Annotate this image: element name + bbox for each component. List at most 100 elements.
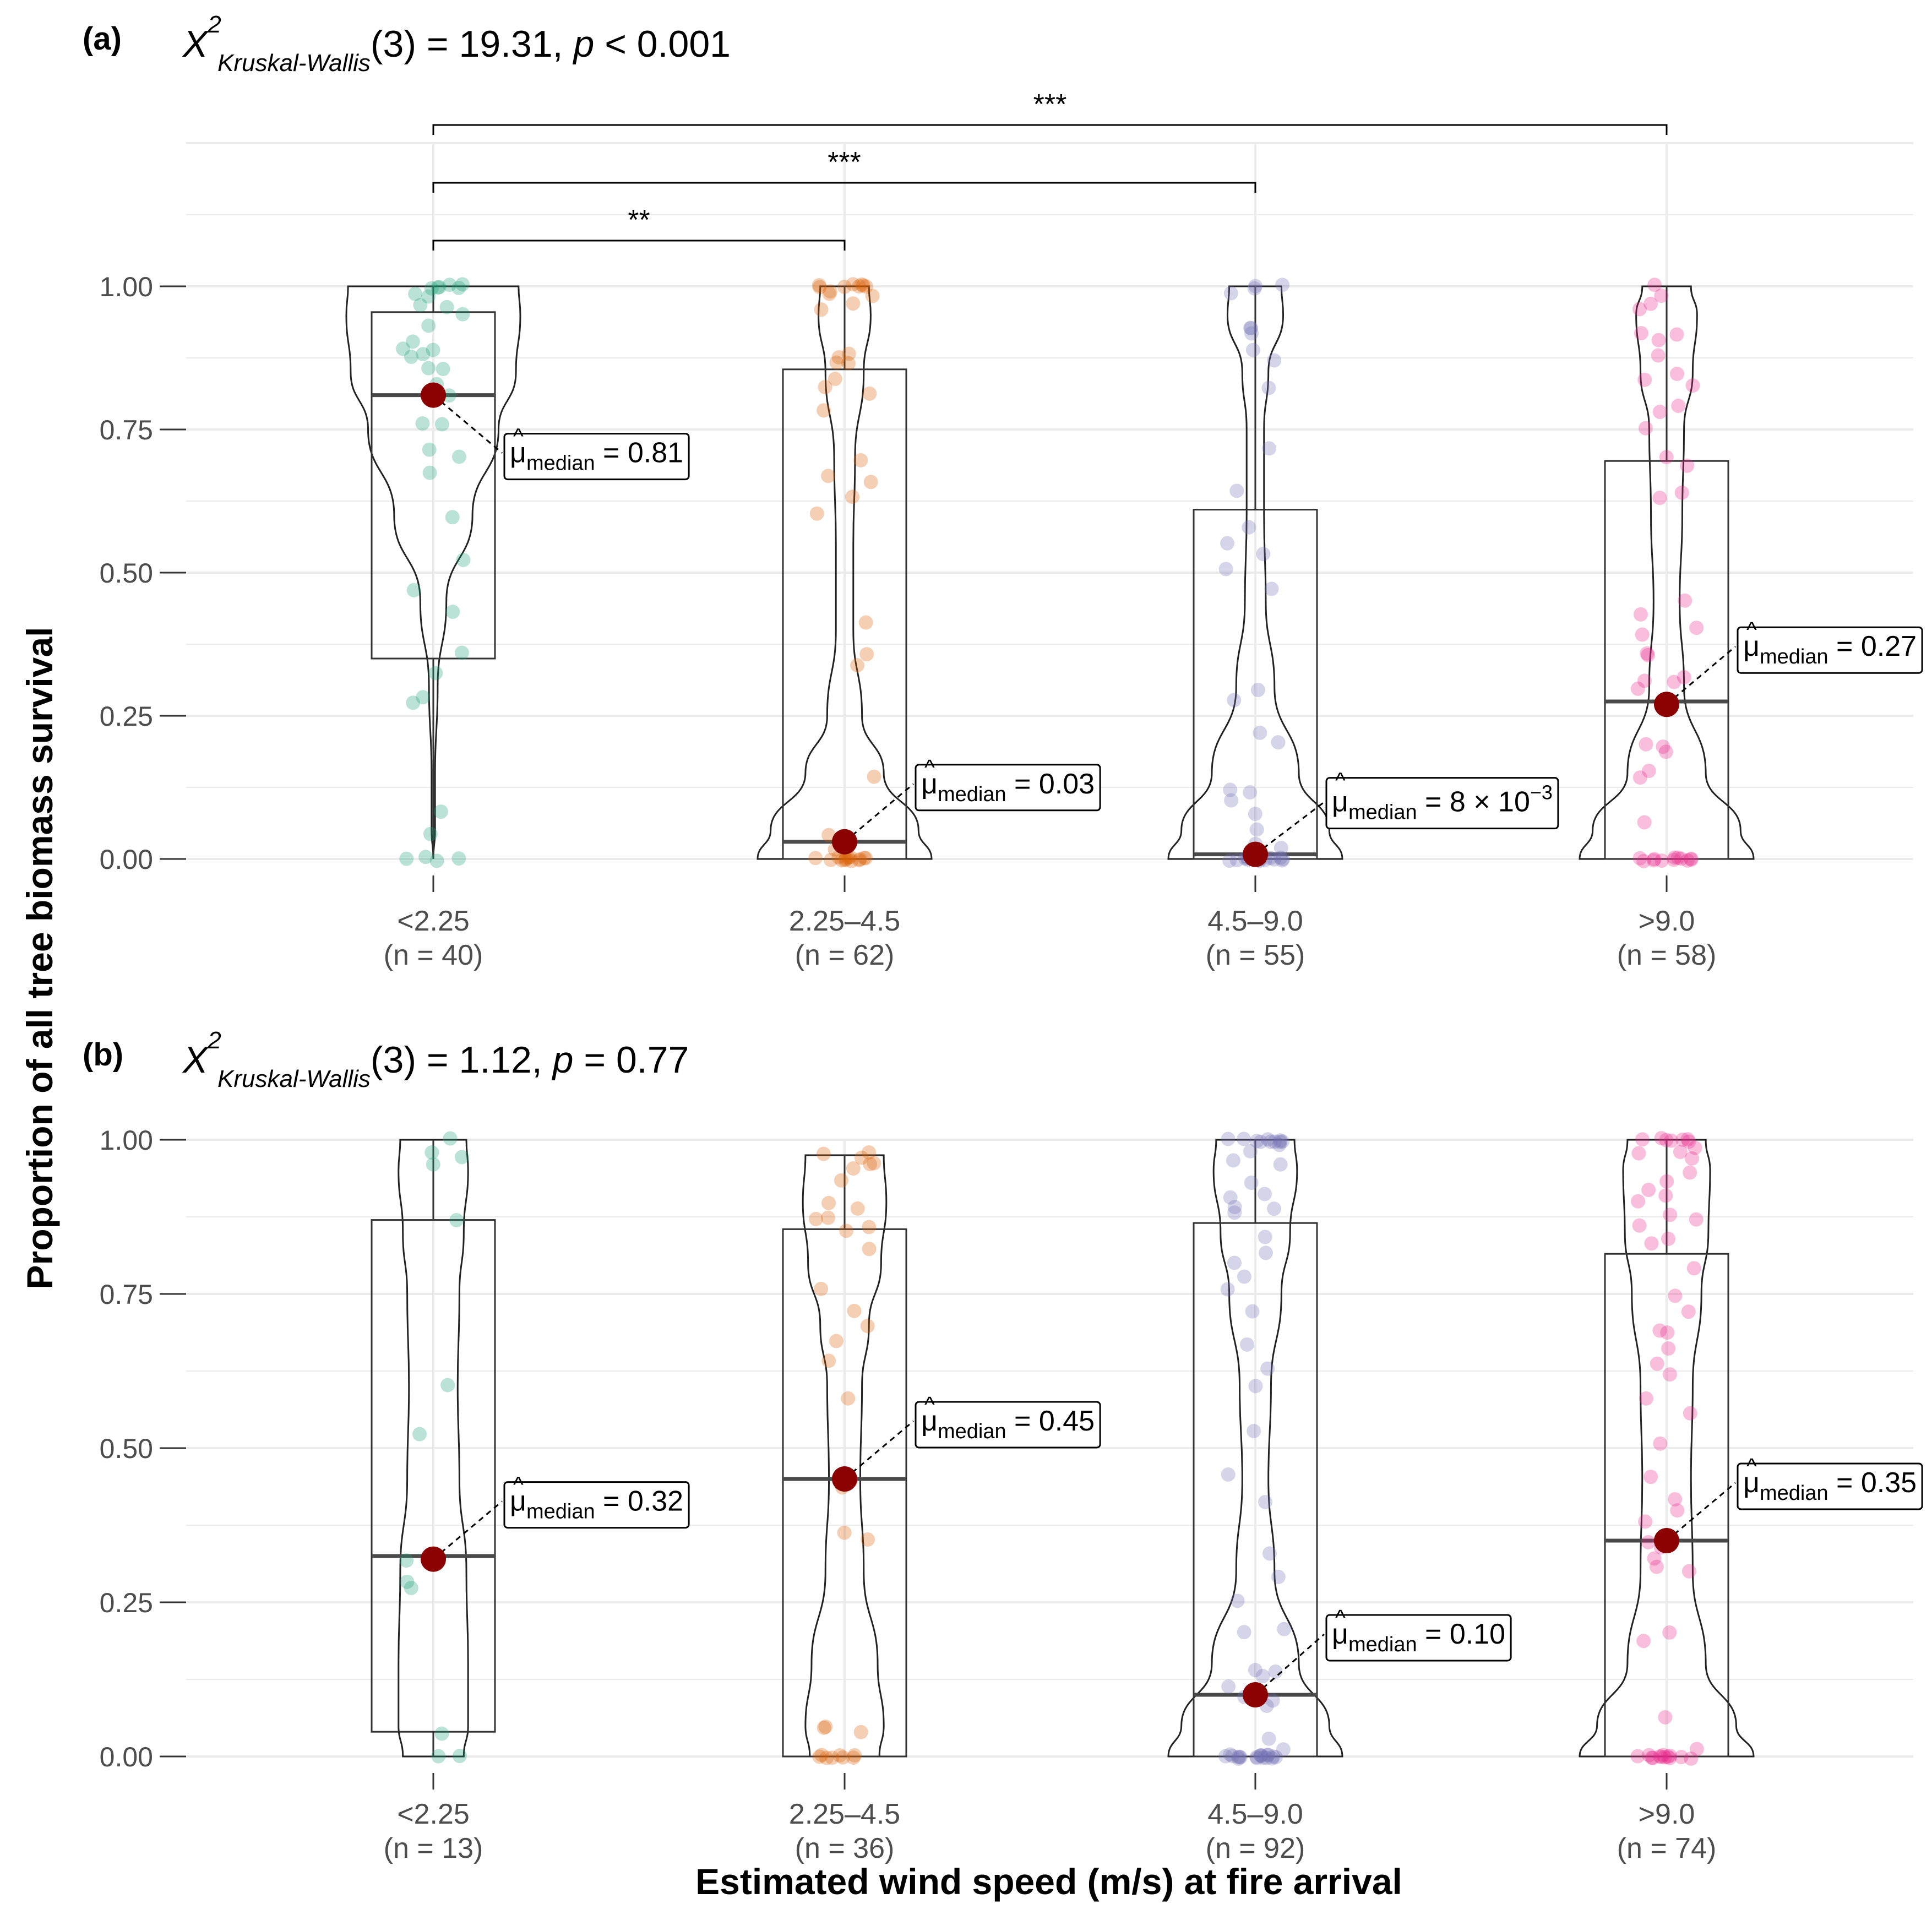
data-point [1248,1663,1262,1678]
y-tick-label: 0.25 [100,1587,153,1618]
data-point [814,1281,829,1296]
data-point [1636,1634,1651,1649]
data-point [821,469,836,483]
data-point [859,647,874,662]
data-point [820,1210,835,1225]
data-point [431,1749,446,1764]
y-tick-labels-a: 0.00 0.25 0.50 0.75 1.00 [100,271,186,875]
y-tick-label: 0.75 [100,415,153,445]
x-tick-label: <2.25 [397,905,470,937]
data-point [1277,1622,1292,1636]
kruskal-wallis-title-a: X2 Kruskal-Wallis(3) = 19.31, p < 0.001 [182,11,731,77]
data-point [1652,1323,1667,1338]
data-point [821,1353,836,1368]
test-sup-a: 2 [207,11,221,38]
data-point [847,1748,862,1763]
data-point [1248,279,1263,293]
data-point [1662,1750,1677,1765]
median-label: μmedian = 0.03 [921,768,1095,806]
data-point [1244,326,1259,341]
data-point [1249,1134,1264,1149]
x-tick-labels-a: <2.25(n = 40)2.25–4.5(n = 62)4.5–9.0(n =… [384,875,1716,971]
data-point [404,1581,418,1596]
median-label: μmedian = 0.10 [1332,1618,1505,1656]
data-point [428,666,443,681]
median-point [832,1466,857,1492]
data-point [1240,1337,1255,1352]
data-point [426,342,440,357]
data-point [1632,770,1647,785]
data-point [1230,1593,1245,1608]
y-tick-label: 1.00 [100,271,153,302]
violins-b [398,1139,1755,1758]
violin-outline [1167,1139,1343,1758]
data-point [1256,1750,1271,1765]
y-tick-label: 0.50 [100,558,153,589]
data-point [416,690,431,705]
median-leader-line [844,1420,914,1480]
data-point [839,852,853,867]
median-mu-symbol: μ [921,1405,938,1437]
data-point [408,286,423,301]
data-point [1645,1750,1659,1765]
data-point [841,356,856,371]
data-point [1243,320,1258,335]
data-point [1675,1132,1690,1147]
data-point [434,1726,449,1741]
median-label: μmedian = 0.45 [921,1405,1095,1443]
test-sub-a: Kruskal-Wallis [217,50,371,77]
data-point [1641,1535,1656,1549]
x-tick-n-label: (n = 36) [795,1832,895,1864]
median-label: μmedian = 8 × 10−3 [1332,781,1553,824]
data-point [1632,302,1647,317]
median-leader-line [1666,646,1736,705]
data-point [1220,1282,1235,1297]
box-iqr [1604,1253,1729,1758]
y-tick-label: 0.00 [100,1742,153,1772]
x-axis-title: Estimated wind speed (m/s) at fire arriv… [695,1861,1402,1902]
data-point [839,1223,854,1238]
data-point [1650,1356,1664,1371]
data-point [844,853,859,868]
data-point [1245,1304,1260,1319]
data-point [425,1145,439,1160]
data-point [1644,1236,1659,1251]
data-point [816,1146,831,1161]
data-point [1275,1134,1290,1149]
median-equals: = [1417,1618,1450,1650]
data-point [1229,483,1244,498]
data-point [819,1750,834,1765]
data-point [854,1150,869,1165]
data-point [1639,737,1653,752]
box-iqr [371,1219,496,1733]
data-point [1220,536,1235,551]
data-point [1640,646,1655,661]
data-point [433,804,448,819]
data-point [846,1161,861,1176]
x-tick-n-label: (n = 62) [795,939,895,971]
data-point [862,1220,877,1234]
significance-stars: *** [828,146,861,178]
data-point [1669,327,1684,342]
data-point [1638,421,1653,436]
data-point [1268,1664,1283,1679]
data-point [1662,1367,1677,1382]
data-point [1646,853,1661,868]
data-point [1656,1748,1670,1763]
data-point [1253,1748,1268,1763]
panel-label-b: (b) [83,1037,123,1073]
data-point [1253,1134,1268,1149]
violin-outline [802,1154,888,1758]
data-point [1683,1406,1697,1421]
panel-a: 0.000.250.500.751.00 μmedian = 0.81^μmed… [83,11,1923,971]
median-equals: = [1417,786,1450,818]
data-point [814,302,829,317]
median-value: 0.10 [1450,1618,1505,1650]
x-tick-label: 2.25–4.5 [789,1798,900,1830]
data-point [1265,1693,1280,1708]
y-tick-label: 0.75 [100,1279,153,1310]
data-point [863,475,878,489]
data-point [1223,782,1238,797]
data-point [442,278,457,292]
data-point [1689,1212,1704,1227]
